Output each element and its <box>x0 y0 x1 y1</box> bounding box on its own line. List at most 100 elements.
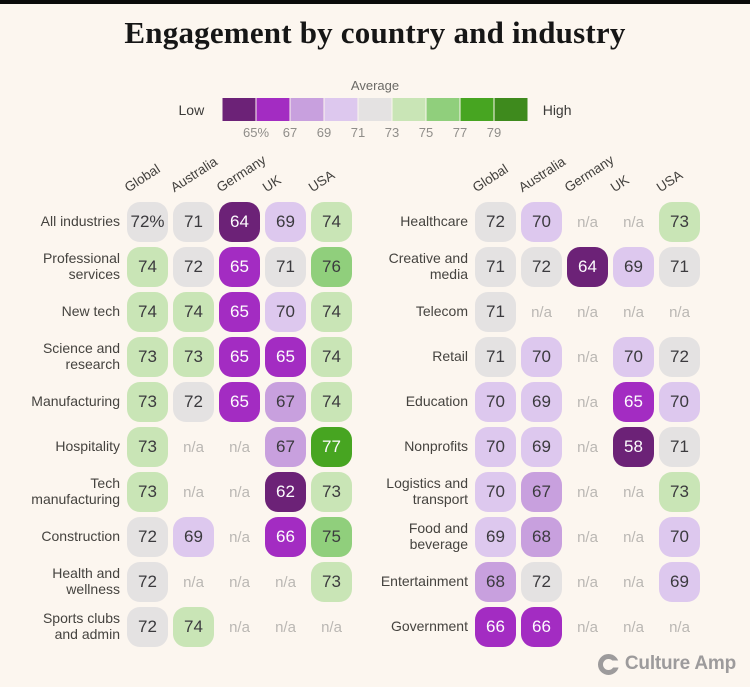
heatmap-cell: 74 <box>311 292 352 332</box>
heatmap-cell: 70 <box>265 292 306 332</box>
legend-swatch-0 <box>222 98 256 121</box>
heatmap-cell: 73 <box>659 472 700 512</box>
top-accent-bar <box>0 0 750 4</box>
heatmap-cell: 68 <box>475 562 516 602</box>
legend-color-strip <box>222 98 528 121</box>
heatmap-cell: n/a <box>577 573 598 591</box>
row-label: Food and beverage <box>408 520 468 552</box>
legend-swatch-8 <box>494 98 528 121</box>
column-header-label: Global <box>469 161 511 195</box>
heatmap-cell: 70 <box>475 382 516 422</box>
heatmap-cell: 67 <box>265 427 306 467</box>
row-label: Entertainment <box>380 573 468 590</box>
heatmap-cell: n/a <box>577 303 598 321</box>
row-label: All industries <box>40 213 120 230</box>
column-header-label: UK <box>607 172 632 195</box>
heatmap-cell: 69 <box>521 382 562 422</box>
heatmap-cell: n/a <box>669 303 690 321</box>
heatmap-cell: 70 <box>475 427 516 467</box>
heatmap-cell: 74 <box>173 607 214 647</box>
heatmap-cell: n/a <box>623 483 644 501</box>
row-label: New tech <box>61 303 120 320</box>
legend-average-label: Average <box>350 78 400 93</box>
heatmap-cell: 70 <box>521 202 562 242</box>
heatmap-cell: 64 <box>567 247 608 287</box>
heatmap-cell: n/a <box>229 618 250 636</box>
culture-amp-logo: Culture Amp <box>597 653 736 675</box>
heatmap-cell: n/a <box>183 438 204 456</box>
heatmap-cell: 70 <box>613 337 654 377</box>
heatmap-cell: 71 <box>475 337 516 377</box>
heatmap-cell: n/a <box>623 528 644 546</box>
page-title: Engagement by country and industry <box>124 15 626 50</box>
legend-tick-label: 73 <box>384 125 400 140</box>
heatmap-cell: 69 <box>521 427 562 467</box>
legend-scale-row: Low High <box>179 98 572 121</box>
column-header-label: USA <box>305 167 338 195</box>
heatmap-cell: 72 <box>521 247 562 287</box>
heatmap-cell: 70 <box>659 382 700 422</box>
heatmap-cell: n/a <box>577 213 598 231</box>
heatmap-cell: 72 <box>475 202 516 242</box>
heatmap-cell: 65 <box>219 247 260 287</box>
column-header-label: Germany <box>213 152 269 195</box>
heatmap-cell: n/a <box>623 573 644 591</box>
row-label: Health and wellness <box>52 565 120 597</box>
heatmap-cell: 74 <box>311 382 352 422</box>
heatmap-cell: 69 <box>475 517 516 557</box>
column-header-australia: Australia <box>168 154 220 197</box>
heatmap-cell: n/a <box>531 303 552 321</box>
legend-tick-label: 71 <box>350 125 366 140</box>
heatmap-cell: 77 <box>311 427 352 467</box>
heatmap-cell: 70 <box>521 337 562 377</box>
heatmap-cell: 66 <box>475 607 516 647</box>
row-label: Government <box>390 618 468 635</box>
heatmap-cell: 65 <box>219 382 260 422</box>
heatmap-cell: n/a <box>275 618 296 636</box>
heatmap-cell: 74 <box>127 292 168 332</box>
heatmap-cell: 72 <box>521 562 562 602</box>
heatmap-cell: 72 <box>659 337 700 377</box>
heatmap-cell: 64 <box>219 202 260 242</box>
heatmap-cell: n/a <box>577 483 598 501</box>
heatmap-cell: 70 <box>659 517 700 557</box>
heatmap-cell: 71 <box>475 247 516 287</box>
culture-amp-wordmark: Culture Amp <box>624 653 736 674</box>
row-label: Healthcare <box>400 213 468 230</box>
heatmap-cell: 65 <box>219 337 260 377</box>
legend-tick-label: 79 <box>486 125 502 140</box>
heatmap-cell: n/a <box>229 573 250 591</box>
heatmap-cell: 58 <box>613 427 654 467</box>
row-label: Science and research <box>42 340 120 372</box>
column-header-label: Global <box>121 161 163 195</box>
column-header-uk: UK <box>260 157 306 197</box>
legend-swatch-3 <box>324 98 358 121</box>
heatmap-cell: 65 <box>219 292 260 332</box>
color-legend: Average Low High 65% 67 69 71 73 75 77 79 <box>179 78 572 142</box>
row-label: Sports clubs and admin <box>42 610 120 642</box>
heatmap-cell: 73 <box>311 562 352 602</box>
legend-tick-label: 77 <box>452 125 468 140</box>
heatmap-cell: 72 <box>173 247 214 287</box>
heatmap-cell: 75 <box>311 517 352 557</box>
heatmap-cell: n/a <box>321 618 342 636</box>
legend-high-label: High <box>542 101 572 118</box>
legend-tick-labels: 65% 67 69 71 73 75 77 79 <box>223 125 528 142</box>
heatmap-cell: 70 <box>475 472 516 512</box>
heatmap-cell: 71 <box>659 427 700 467</box>
heatmap-cell: 73 <box>127 427 168 467</box>
heatmap-cell: 72 <box>173 382 214 422</box>
heatmap-cell: 73 <box>127 337 168 377</box>
legend-tick-label: 65% <box>242 125 270 140</box>
heatmap-cell: 74 <box>311 337 352 377</box>
row-label: Professional services <box>42 250 120 282</box>
column-header-global: Global <box>470 157 516 197</box>
row-label: Hospitality <box>55 438 120 455</box>
row-label: Education <box>405 393 468 410</box>
heatmap-cell: 72 <box>127 562 168 602</box>
heatmap-cell: n/a <box>623 618 644 636</box>
legend-swatch-4 <box>358 98 392 121</box>
legend-tick-label: 67 <box>282 125 298 140</box>
heatmap-cell: 66 <box>265 517 306 557</box>
column-header-usa: USA <box>654 157 700 197</box>
